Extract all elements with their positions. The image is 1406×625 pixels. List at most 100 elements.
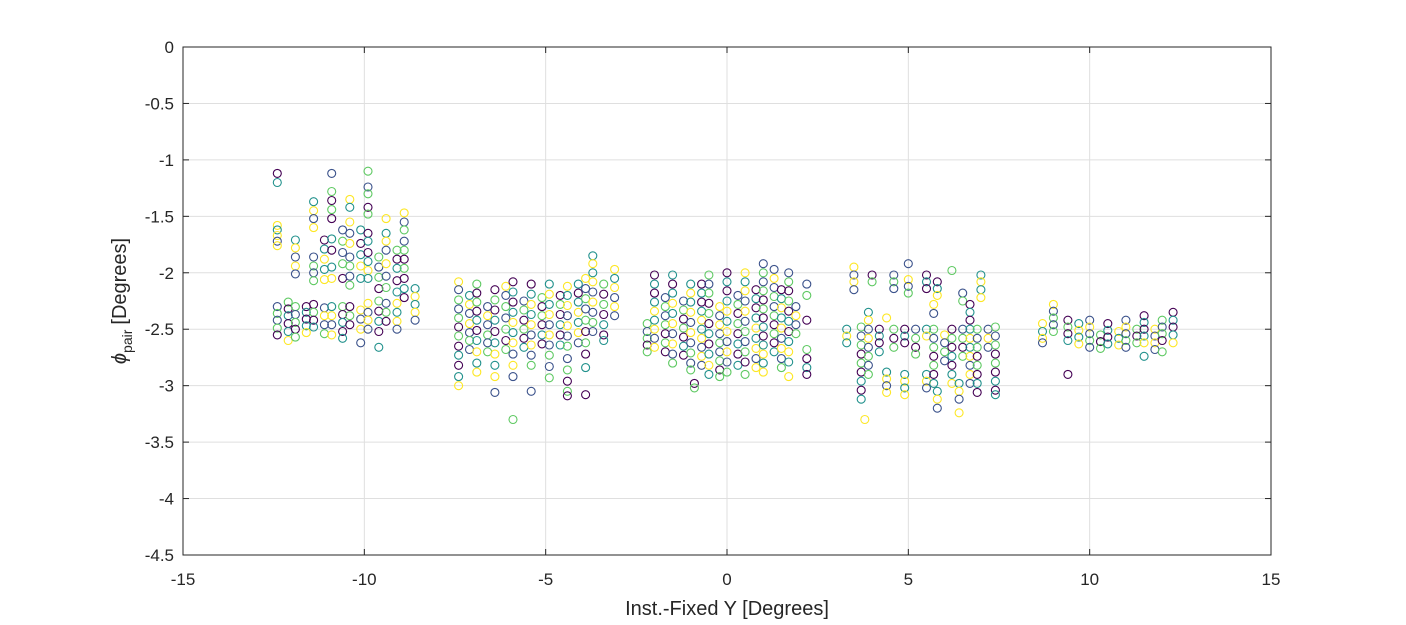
data-point (784, 347, 794, 357)
data-point (947, 369, 957, 379)
data-point (327, 168, 337, 178)
data-point (863, 342, 873, 352)
data-point (290, 252, 300, 262)
data-point (889, 270, 899, 280)
data-point (1132, 324, 1142, 334)
data-point (791, 329, 801, 339)
data-point (990, 367, 1000, 377)
data-point (573, 297, 583, 307)
data-point (562, 365, 572, 375)
y-tick-label: -3.5 (145, 433, 174, 452)
data-point (381, 214, 391, 224)
data-point (472, 358, 482, 368)
data-point (758, 340, 768, 350)
data-point (1037, 333, 1048, 343)
data-point (802, 354, 812, 364)
data-point (704, 360, 714, 370)
data-point (642, 347, 652, 357)
data-point (678, 323, 689, 333)
data-point (751, 354, 761, 364)
data-point (319, 235, 329, 245)
data-point (1157, 347, 1167, 357)
data-point (508, 307, 518, 317)
data-point (668, 349, 678, 359)
data-point (555, 309, 565, 320)
data-point (392, 254, 402, 264)
data-point (784, 268, 794, 278)
data-point (374, 306, 384, 316)
data-point (301, 321, 311, 331)
data-point (1048, 299, 1058, 309)
data-point (392, 263, 402, 273)
data-point (769, 273, 779, 283)
data-point (704, 288, 714, 298)
data-point (562, 354, 572, 364)
data-point (990, 331, 1000, 341)
data-point (526, 289, 536, 299)
data-point (610, 264, 620, 274)
data-point (562, 321, 572, 331)
data-point (740, 357, 750, 367)
data-point (1063, 329, 1073, 339)
data-point (588, 297, 598, 307)
data-point (911, 333, 921, 343)
data-point (544, 361, 554, 372)
data-point (490, 285, 500, 295)
data-point (1074, 332, 1084, 342)
data-point (932, 403, 942, 413)
data-point (751, 285, 761, 295)
data-point (867, 270, 877, 280)
data-point (802, 369, 812, 379)
data-point (668, 288, 678, 298)
data-point (722, 316, 732, 326)
data-point (947, 360, 957, 370)
data-point (526, 360, 536, 370)
data-point (508, 349, 518, 359)
data-point (392, 298, 402, 308)
data-point (990, 358, 1000, 368)
data-point (483, 302, 493, 312)
data-point (874, 324, 884, 334)
data-point (849, 285, 859, 295)
data-point (345, 320, 355, 330)
data-point (686, 338, 696, 348)
data-point (882, 387, 892, 397)
data-point (697, 360, 707, 370)
data-point (889, 342, 899, 352)
data-point (356, 225, 366, 235)
data-point (954, 394, 964, 404)
data-point (581, 338, 591, 348)
data-point (319, 311, 329, 321)
data-point (856, 394, 866, 404)
data-point (573, 307, 583, 317)
data-point (338, 333, 348, 343)
data-point (581, 363, 591, 373)
data-point (399, 208, 409, 218)
data-point (327, 273, 337, 283)
data-point (581, 326, 591, 337)
data-point (399, 245, 409, 255)
data-point (472, 297, 482, 307)
data-point (791, 302, 801, 312)
data-point (842, 331, 852, 341)
data-point (932, 290, 942, 300)
data-point (490, 349, 500, 359)
data-point (363, 298, 373, 308)
data-point (272, 308, 282, 318)
data-point (327, 262, 337, 272)
data-point (581, 284, 591, 294)
x-tick-label: -15 (171, 570, 196, 589)
data-point (399, 254, 409, 264)
data-point (327, 311, 337, 321)
data-point (290, 269, 300, 279)
data-point (501, 290, 511, 300)
data-point (610, 293, 620, 303)
data-point (668, 298, 678, 308)
data-point (501, 281, 511, 291)
data-point (319, 254, 329, 264)
data-point (272, 330, 282, 340)
data-point (649, 279, 660, 289)
data-point (1103, 332, 1113, 342)
data-point (610, 302, 620, 312)
data-point (882, 374, 892, 384)
